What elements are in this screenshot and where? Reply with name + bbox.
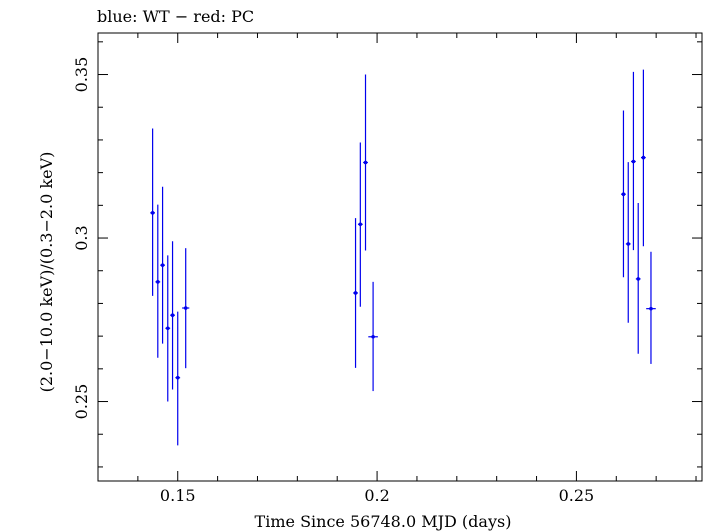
point-marker (175, 375, 180, 380)
y-axis-label: (2.0−10.0 keV)/(0.3−2.0 keV) (37, 152, 56, 393)
x-axis-label: Time Since 56748.0 MJD (days) (255, 512, 512, 531)
point-marker (160, 263, 165, 267)
point-marker (170, 313, 175, 318)
data-point (175, 311, 181, 446)
plot-frame (97, 32, 703, 482)
x-tick-label: 0.2 (364, 486, 389, 505)
data-point (363, 74, 368, 251)
point-marker (165, 326, 170, 331)
data-point (165, 255, 171, 402)
data-point (625, 162, 631, 323)
point-marker (626, 242, 631, 246)
chart-title: blue: WT − red: PC (97, 7, 254, 26)
data-point (368, 281, 378, 392)
point-marker (363, 160, 368, 165)
point-marker (183, 306, 188, 310)
data-series (150, 69, 656, 446)
data-point (631, 71, 636, 251)
point-marker (621, 192, 626, 197)
data-point (150, 128, 156, 296)
tick-labels: 0.15 0.2 0.25 0.25 0.3 0.35 (72, 57, 594, 505)
point-marker (358, 222, 363, 227)
x-tick-label: 0.15 (160, 486, 196, 505)
y-tick-label: 0.25 (72, 384, 91, 420)
y-tick-label: 0.3 (72, 225, 91, 250)
point-marker (156, 280, 160, 284)
data-point (357, 142, 363, 307)
point-marker (636, 277, 641, 281)
axis-ticks (97, 33, 702, 481)
data-point (621, 110, 626, 278)
point-marker (631, 159, 636, 164)
data-point (635, 203, 641, 354)
point-marker (353, 291, 358, 295)
data-point (353, 218, 358, 368)
data-point (155, 204, 161, 358)
data-point (646, 251, 656, 364)
point-marker (371, 334, 375, 339)
data-point (160, 186, 165, 344)
x-tick-label: 0.25 (559, 486, 595, 505)
point-marker (641, 155, 646, 160)
point-marker (649, 306, 653, 311)
data-point (641, 69, 646, 247)
point-marker (150, 211, 155, 215)
data-point (170, 241, 175, 390)
y-tick-label: 0.35 (72, 57, 91, 93)
data-point (182, 248, 190, 369)
